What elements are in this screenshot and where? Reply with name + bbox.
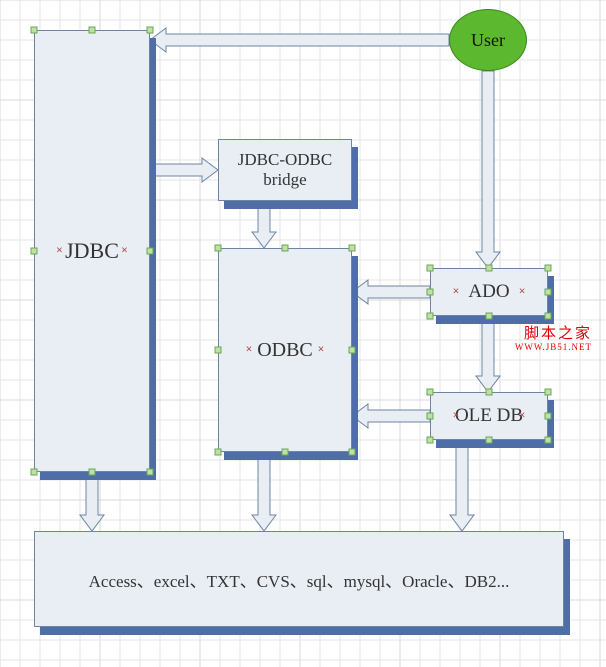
edge-odbc-db xyxy=(252,452,276,531)
selection-handle[interactable] xyxy=(147,27,154,34)
edge-user-jdbc xyxy=(150,28,449,52)
selection-handle[interactable] xyxy=(545,289,552,296)
selection-handle[interactable] xyxy=(545,313,552,320)
node-user-label: User xyxy=(471,30,505,51)
selection-handle[interactable] xyxy=(147,469,154,476)
node-db[interactable]: Access、excel、TXT、CVS、sql、mysql、Oracle、DB… xyxy=(34,531,564,627)
anchor-x-icon: × xyxy=(519,287,525,298)
watermark: 脚本之家 WWW.JB51.NET xyxy=(515,326,592,352)
selection-handle[interactable] xyxy=(349,245,356,252)
diagram-canvas: UserJDBC××JDBC-ODBC bridgeODBC××ADO××OLE… xyxy=(0,0,606,667)
anchor-x-icon: × xyxy=(453,287,459,298)
node-odbc-label: ODBC xyxy=(257,339,313,362)
anchor-x-icon: × xyxy=(453,411,459,422)
selection-handle[interactable] xyxy=(215,347,222,354)
selection-handle[interactable] xyxy=(31,469,38,476)
selection-handle[interactable] xyxy=(427,289,434,296)
edge-user-ado xyxy=(476,71,500,268)
anchor-x-icon: × xyxy=(246,345,252,356)
selection-handle[interactable] xyxy=(545,437,552,444)
node-oledb-label: OLE DB xyxy=(455,405,523,427)
edge-ado-odbc xyxy=(352,280,430,304)
node-jdbc[interactable]: JDBC xyxy=(34,30,150,472)
selection-handle[interactable] xyxy=(89,27,96,34)
anchor-x-icon: × xyxy=(519,411,525,422)
edge-ado-oledb xyxy=(476,316,500,392)
selection-handle[interactable] xyxy=(427,413,434,420)
selection-handle[interactable] xyxy=(427,313,434,320)
node-user[interactable]: User xyxy=(449,9,527,71)
watermark-text: 脚本之家 xyxy=(515,326,592,343)
selection-handle[interactable] xyxy=(545,389,552,396)
selection-handle[interactable] xyxy=(427,389,434,396)
node-oledb[interactable]: OLE DB xyxy=(430,392,548,440)
edge-jdbc-bridge xyxy=(150,158,218,182)
selection-handle[interactable] xyxy=(349,449,356,456)
selection-handle[interactable] xyxy=(282,245,289,252)
selection-handle[interactable] xyxy=(147,248,154,255)
anchor-x-icon: × xyxy=(121,246,127,257)
node-ado-label: ADO xyxy=(468,281,509,303)
selection-handle[interactable] xyxy=(486,437,493,444)
watermark-url: WWW.JB51.NET xyxy=(515,343,592,353)
selection-handle[interactable] xyxy=(215,245,222,252)
edge-oledb-odbc xyxy=(352,404,430,428)
selection-handle[interactable] xyxy=(31,27,38,34)
selection-handle[interactable] xyxy=(545,413,552,420)
node-odbc[interactable]: ODBC xyxy=(218,248,352,452)
edge-jdbc-db xyxy=(80,472,104,531)
node-db-label: Access、excel、TXT、CVS、sql、mysql、Oracle、DB… xyxy=(89,567,510,592)
node-jdbc-label: JDBC xyxy=(65,238,119,264)
selection-handle[interactable] xyxy=(89,469,96,476)
selection-handle[interactable] xyxy=(427,265,434,272)
node-bridge[interactable]: JDBC-ODBC bridge xyxy=(218,139,352,201)
selection-handle[interactable] xyxy=(545,265,552,272)
selection-handle[interactable] xyxy=(486,313,493,320)
selection-handle[interactable] xyxy=(427,437,434,444)
edge-oledb-db xyxy=(450,440,474,531)
selection-handle[interactable] xyxy=(486,265,493,272)
selection-handle[interactable] xyxy=(31,248,38,255)
anchor-x-icon: × xyxy=(318,345,324,356)
anchor-x-icon: × xyxy=(56,246,62,257)
selection-handle[interactable] xyxy=(486,389,493,396)
node-bridge-label: JDBC-ODBC bridge xyxy=(238,150,332,190)
node-ado[interactable]: ADO xyxy=(430,268,548,316)
selection-handle[interactable] xyxy=(282,449,289,456)
selection-handle[interactable] xyxy=(215,449,222,456)
selection-handle[interactable] xyxy=(349,347,356,354)
